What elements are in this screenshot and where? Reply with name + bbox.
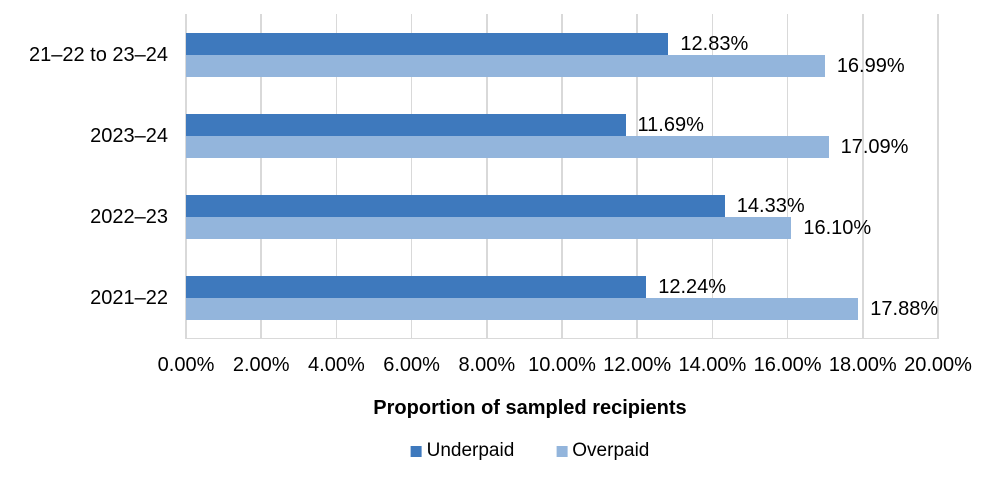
legend-label: Overpaid	[572, 440, 650, 461]
x-tick-label: 10.00%	[528, 354, 596, 376]
bar-value-label: 12.24%	[658, 276, 727, 299]
category-label: 2023–24	[90, 124, 168, 147]
x-tick-label: 6.00%	[383, 354, 440, 376]
bar-underpaid	[186, 32, 669, 55]
bar-underpaid	[186, 276, 647, 299]
legend-swatch-icon	[556, 445, 568, 457]
x-tick-label: 0.00%	[157, 354, 215, 376]
bar-overpaid	[186, 54, 825, 77]
x-tick-label: 2.00%	[232, 354, 290, 376]
gridline	[711, 14, 714, 339]
category-label: 21–22 to 23–24	[28, 43, 168, 66]
x-tick-label: 8.00%	[458, 354, 516, 376]
legend-swatch-icon	[410, 445, 422, 457]
x-tick-label: 18.00%	[828, 354, 897, 376]
category-label: 2021–22	[90, 287, 168, 310]
legend: Underpaid Overpaid	[410, 440, 649, 462]
bar-value-label: 14.33%	[736, 195, 805, 218]
legend-label: Underpaid	[426, 440, 515, 461]
x-tick-label: 4.00%	[308, 354, 365, 376]
gridline	[636, 14, 638, 339]
bar-underpaid	[186, 113, 626, 136]
x-tick-label: 14.00%	[678, 354, 747, 376]
gridline	[486, 14, 488, 339]
gridline	[786, 14, 789, 339]
x-axis-line	[186, 337, 939, 339]
x-axis-title: Proportion of sampled recipients	[373, 397, 687, 419]
bar-overpaid	[186, 217, 792, 240]
gridline	[862, 14, 864, 339]
bar-value-label: 11.69%	[637, 113, 704, 136]
bar-overpaid	[186, 298, 859, 321]
gridline	[335, 14, 338, 339]
bar-overpaid	[186, 135, 829, 158]
gridline	[561, 14, 563, 339]
bar-value-label: 12.83%	[680, 32, 749, 55]
legend-item-underpaid: Underpaid	[410, 440, 515, 462]
gridline	[410, 14, 413, 339]
legend-item-overpaid: Overpaid	[556, 440, 649, 462]
x-tick-label: 12.00%	[603, 354, 672, 376]
plot-area: 12.83% 16.99% 11.69% 17.09% 14.33% 16.10% 12.2…	[185, 14, 939, 339]
bar-value-label: 16.99%	[836, 54, 905, 77]
gridline	[937, 14, 939, 339]
bar-value-label: 16.10%	[803, 217, 872, 240]
bar-underpaid	[186, 195, 725, 218]
category-label: 2022–23	[90, 206, 168, 229]
gridline	[260, 14, 262, 339]
gridline	[185, 14, 187, 339]
y-axis-category-labels: 21–22 to 23–24 2023–24 2022–23 2021–22	[0, 14, 168, 339]
x-tick-label: 20.00%	[904, 354, 972, 376]
x-axis-tick-labels: 0.00% 2.00% 4.00% 6.00% 8.00% 10.00% 12.00% 14.…	[158, 353, 972, 377]
bar-value-label: 17.88%	[870, 298, 939, 321]
bar-value-label: 17.09%	[840, 135, 909, 158]
x-tick-label: 16.00%	[753, 354, 822, 376]
